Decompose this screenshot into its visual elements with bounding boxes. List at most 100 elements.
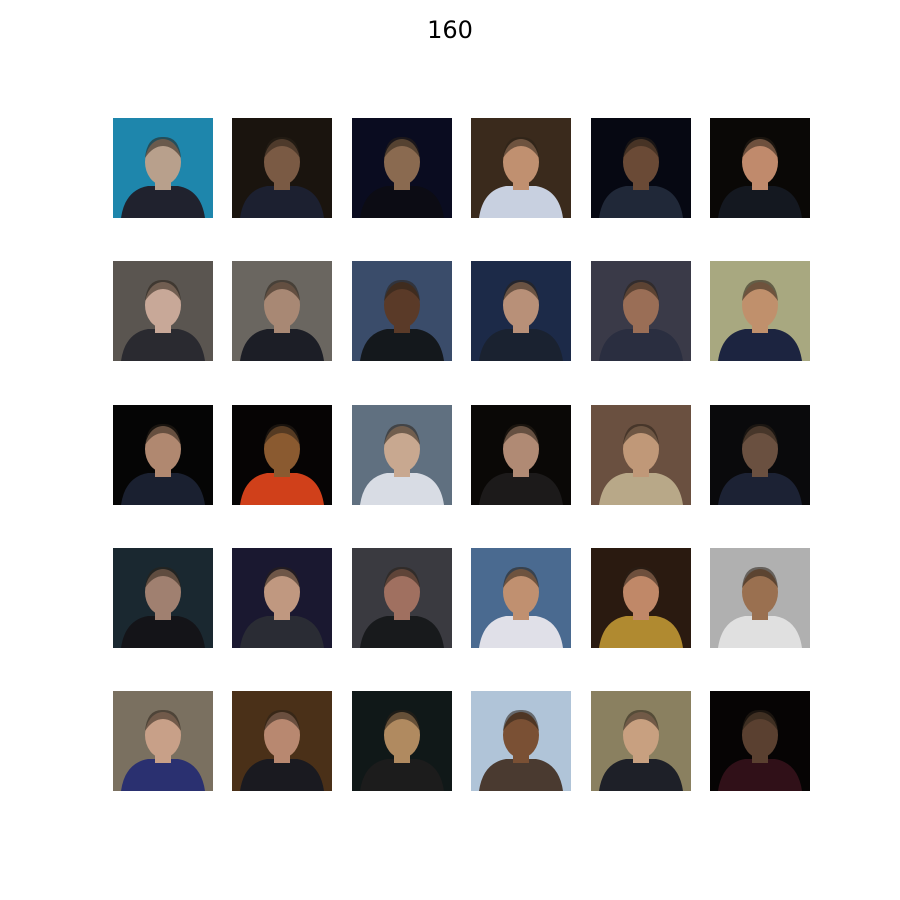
tile-face (264, 569, 300, 615)
tile-body (479, 329, 563, 361)
tile-body (599, 186, 683, 218)
tile-face (742, 712, 778, 758)
tile-body (240, 186, 324, 218)
tile-body (718, 616, 802, 648)
tile-body (360, 186, 444, 218)
image-tile (471, 405, 571, 505)
tile-body (121, 473, 205, 505)
tile-body (121, 186, 205, 218)
image-tile (232, 548, 332, 648)
tile-hair (503, 423, 539, 445)
tile-body (240, 616, 324, 648)
tile-body (599, 759, 683, 791)
image-tile (113, 261, 213, 361)
tile-body (479, 186, 563, 218)
tile-body (718, 473, 802, 505)
tile-face (145, 139, 181, 185)
image-tile (113, 548, 213, 648)
tile-face (623, 712, 659, 758)
tile-hair (384, 136, 420, 158)
tile-body (718, 329, 802, 361)
tile-body (599, 616, 683, 648)
tile-hair (623, 566, 659, 588)
image-tile (471, 548, 571, 648)
tile-hair (145, 279, 181, 301)
tile-hair (623, 423, 659, 445)
tile-body (240, 759, 324, 791)
tile-face (623, 282, 659, 328)
image-tile (591, 405, 691, 505)
tile-face (503, 282, 539, 328)
tile-body (479, 616, 563, 648)
tile-hair (742, 136, 778, 158)
image-tile (113, 691, 213, 791)
image-tile (352, 118, 452, 218)
tile-hair (145, 709, 181, 731)
tile-hair (623, 136, 659, 158)
tile-face (503, 569, 539, 615)
tile-body (121, 616, 205, 648)
tile-hair (384, 423, 420, 445)
tile-hair (264, 423, 300, 445)
image-tile (710, 548, 810, 648)
image-tile (710, 691, 810, 791)
tile-hair (384, 709, 420, 731)
image-tile (352, 405, 452, 505)
tile-body (360, 473, 444, 505)
tile-hair (742, 279, 778, 301)
tile-face (742, 139, 778, 185)
tile-hair (264, 136, 300, 158)
image-tile (591, 548, 691, 648)
tile-hair (145, 566, 181, 588)
tile-face (503, 712, 539, 758)
image-tile (352, 691, 452, 791)
tile-face (623, 426, 659, 472)
tile-hair (264, 279, 300, 301)
image-tile (710, 405, 810, 505)
image-tile (113, 405, 213, 505)
tile-hair (145, 423, 181, 445)
tile-hair (503, 566, 539, 588)
tile-body (240, 329, 324, 361)
tile-body (121, 329, 205, 361)
tile-face (623, 139, 659, 185)
tile-body (479, 473, 563, 505)
tile-face (384, 282, 420, 328)
image-tile (232, 261, 332, 361)
tile-hair (384, 566, 420, 588)
image-tile (710, 118, 810, 218)
tile-face (264, 139, 300, 185)
tile-face (384, 712, 420, 758)
tile-face (503, 139, 539, 185)
tile-face (145, 282, 181, 328)
tile-body (360, 616, 444, 648)
tile-hair (384, 279, 420, 301)
image-tile (591, 691, 691, 791)
tile-body (360, 759, 444, 791)
tile-hair (145, 136, 181, 158)
image-tile (232, 691, 332, 791)
tile-face (384, 139, 420, 185)
image-tile (710, 261, 810, 361)
tile-body (599, 473, 683, 505)
tile-face (264, 426, 300, 472)
tile-face (742, 426, 778, 472)
image-tile (591, 118, 691, 218)
tile-body (718, 759, 802, 791)
tile-face (264, 712, 300, 758)
tile-body (599, 329, 683, 361)
tile-hair (503, 279, 539, 301)
tile-face (384, 426, 420, 472)
tile-face (623, 569, 659, 615)
tile-hair (503, 136, 539, 158)
tile-face (145, 569, 181, 615)
image-tile (352, 261, 452, 361)
tile-hair (623, 279, 659, 301)
tile-body (121, 759, 205, 791)
figure-title: 160 (427, 16, 473, 44)
tile-hair (742, 709, 778, 731)
tile-face (742, 282, 778, 328)
tile-body (240, 473, 324, 505)
